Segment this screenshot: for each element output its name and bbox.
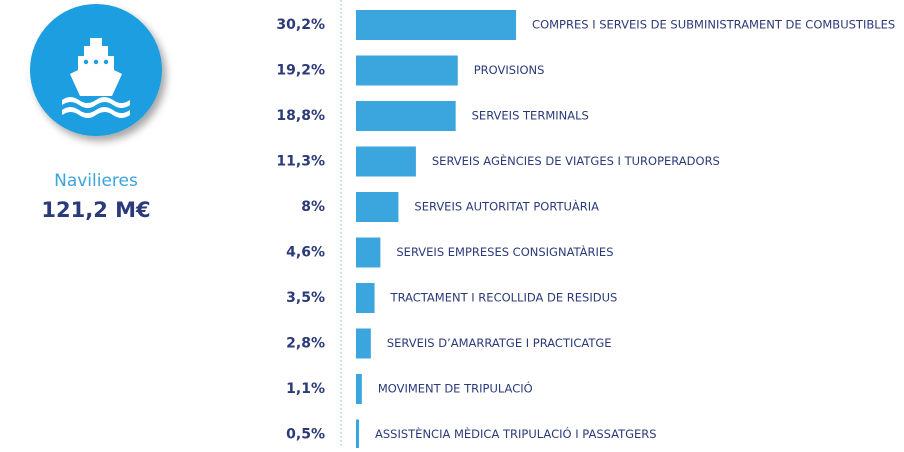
summary-label: Navilieres (54, 171, 138, 191)
value-label: 3,5% (286, 290, 325, 306)
category-label: SERVEIS AUTORITAT PORTUÀRIA (414, 199, 599, 214)
value-label: 1,1% (286, 381, 325, 397)
value-label: 19,2% (276, 63, 325, 79)
ship-icon (62, 38, 130, 118)
category-label: SERVEIS EMPRESES CONSIGNATÀRIES (396, 244, 613, 259)
bar (356, 328, 371, 359)
bar (356, 192, 399, 222)
category-label: PROVISIONS (474, 63, 545, 77)
bar (356, 237, 381, 268)
bar (356, 10, 517, 40)
bar (356, 146, 416, 177)
value-label: 8% (301, 199, 325, 215)
category-label: TRACTAMENT I RECOLLIDA DE RESIDUS (390, 291, 618, 305)
category-label: SERVEIS AGÈNCIES DE VIATGES I TUROPERADO… (432, 153, 720, 168)
category-label: MOVIMENT DE TRIPULACIÓ (378, 381, 533, 396)
value-label: 18,8% (276, 108, 325, 124)
value-label: 11,3% (276, 154, 325, 170)
value-label: 30,2% (276, 17, 325, 33)
ship-windows (83, 59, 109, 65)
bar (356, 419, 359, 450)
summary-value: 121,2 M€ (41, 198, 150, 222)
value-label: 0,5% (286, 427, 325, 443)
bar (356, 55, 458, 86)
value-label: 4,6% (286, 245, 325, 261)
category-label: COMPRES I SERVEIS DE SUBMINISTRAMENT DE … (532, 18, 895, 32)
bar (356, 374, 362, 404)
category-label: ASSISTÈNCIA MÈDICA TRIPULACIÓ I PASSATGE… (375, 426, 657, 441)
value-label: 2,8% (286, 336, 325, 352)
category-label: SERVEIS TERMINALS (472, 109, 589, 123)
bar (356, 283, 375, 313)
category-label: SERVEIS D’AMARRATGE I PRACTICATGE (387, 336, 612, 350)
bar (356, 101, 456, 131)
